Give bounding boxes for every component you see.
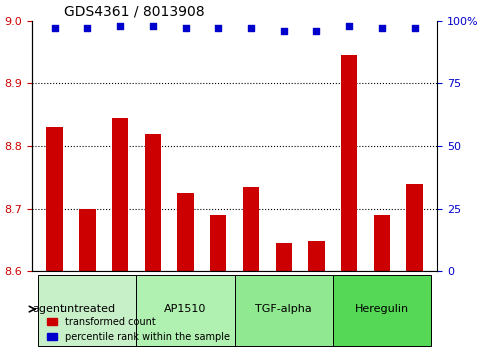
Bar: [243, 187, 259, 272]
Bar: [79, 209, 96, 272]
Point: [84, 25, 91, 31]
FancyBboxPatch shape: [333, 275, 431, 346]
Point: [116, 23, 124, 29]
Bar: [341, 55, 357, 272]
Point: [214, 25, 222, 31]
Text: AP1510: AP1510: [164, 304, 207, 314]
Bar: [406, 184, 423, 272]
Legend: transformed count, percentile rank within the sample: transformed count, percentile rank withi…: [43, 313, 234, 346]
Text: TGF-alpha: TGF-alpha: [256, 304, 312, 314]
Bar: [308, 241, 325, 272]
Bar: [144, 133, 161, 272]
Point: [411, 25, 418, 31]
Text: agent: agent: [32, 304, 65, 314]
Bar: [112, 118, 128, 272]
Point: [313, 28, 320, 34]
Point: [51, 25, 58, 31]
Text: untreated: untreated: [60, 304, 115, 314]
Text: Heregulin: Heregulin: [355, 304, 409, 314]
Point: [149, 23, 156, 29]
Text: GDS4361 / 8013908: GDS4361 / 8013908: [64, 4, 205, 18]
Point: [378, 25, 386, 31]
FancyBboxPatch shape: [137, 275, 235, 346]
Point: [247, 25, 255, 31]
FancyBboxPatch shape: [235, 275, 333, 346]
Bar: [46, 127, 63, 272]
FancyBboxPatch shape: [38, 275, 137, 346]
Bar: [177, 193, 194, 272]
Point: [182, 25, 189, 31]
Bar: [210, 215, 227, 272]
Bar: [275, 243, 292, 272]
Point: [345, 23, 353, 29]
Point: [280, 28, 287, 34]
Bar: [374, 215, 390, 272]
